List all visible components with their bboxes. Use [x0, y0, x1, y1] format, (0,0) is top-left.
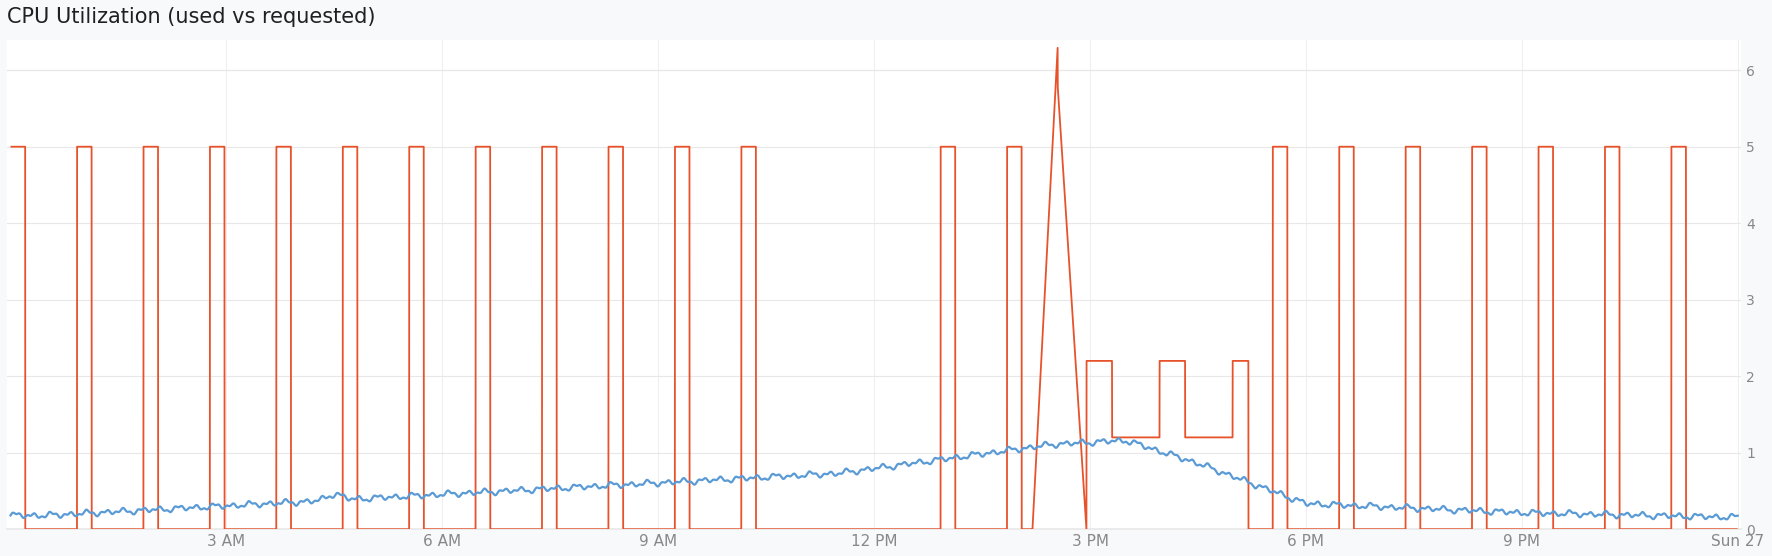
- Text: CPU Utilization (used vs requested): CPU Utilization (used vs requested): [7, 7, 376, 27]
